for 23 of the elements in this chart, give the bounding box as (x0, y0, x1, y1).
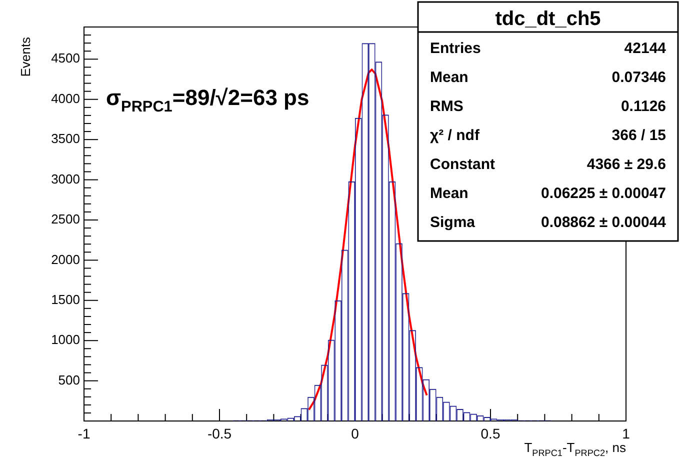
y-axis-title: Events (18, 36, 33, 77)
y-tick-label: 500 (58, 372, 80, 388)
x-tick-label: -1 (78, 425, 90, 442)
text: χ² / ndf 366 / 15 (430, 127, 666, 144)
y-tick-label: 2000 (51, 252, 80, 267)
y-tick-label: 4500 (51, 50, 80, 66)
y-tick-label: 2500 (51, 212, 80, 227)
text: RMS 0.1126 (430, 98, 666, 115)
text: Sigma 0.08862 ± 0.00044 (430, 214, 666, 231)
text: Mean 0.06225 ± 0.00047 (430, 185, 666, 202)
x-tick-label: 0.5 (480, 425, 500, 442)
y-tick-label: 3000 (51, 171, 80, 186)
x-tick-label: 0 (351, 425, 360, 442)
text: Constant 4366 ± 29.6 (430, 156, 666, 173)
x-tick-label: -0.5 (207, 425, 232, 442)
y-tick-label: 3500 (51, 131, 80, 146)
text: Entries 42144 (430, 40, 666, 57)
x-tick-label: 1 (622, 425, 630, 442)
y-tick-label: 1000 (51, 332, 80, 348)
chart-title: tdc_dt_ch5 (495, 8, 601, 30)
y-tick-label: 1500 (51, 292, 80, 307)
text: Mean 0.07346 (430, 69, 666, 86)
y-tick-label: 4000 (51, 90, 80, 106)
